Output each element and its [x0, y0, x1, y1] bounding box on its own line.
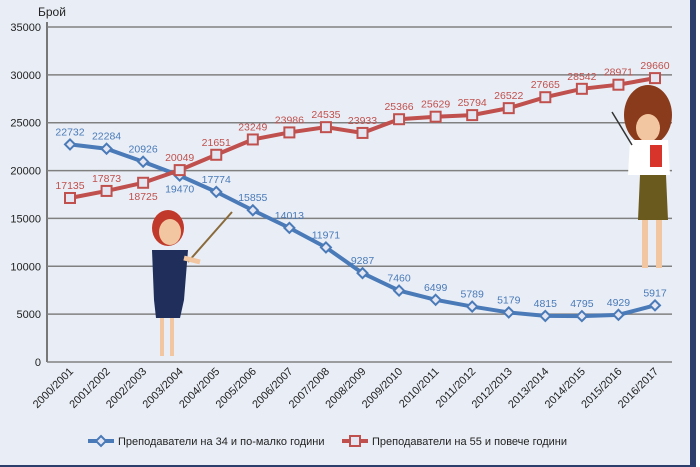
data-label: 25629 [421, 99, 450, 111]
data-point [466, 109, 479, 122]
data-point [575, 309, 589, 323]
data-point [356, 126, 369, 139]
data-label: 21651 [202, 137, 231, 149]
data-point [393, 113, 406, 126]
legend-label: Преподаватели на 55 и повече години [372, 436, 567, 448]
y-tick-label: 20000 [10, 166, 41, 178]
data-point [173, 164, 186, 177]
data-label: 25366 [384, 101, 413, 113]
data-point [210, 148, 223, 161]
data-label: 17774 [202, 174, 231, 186]
data-label: 6499 [424, 282, 448, 294]
data-label: 4815 [534, 298, 558, 310]
data-point [502, 102, 515, 115]
data-label: 28542 [567, 71, 596, 83]
data-point [136, 155, 150, 169]
data-label: 4795 [570, 298, 594, 310]
data-point [538, 309, 552, 323]
data-point [137, 176, 150, 189]
data-label: 9287 [351, 255, 375, 267]
data-point [100, 184, 113, 197]
data-point [502, 306, 516, 319]
data-label: 17135 [55, 180, 84, 192]
data-point [575, 82, 588, 95]
data-point [209, 185, 223, 199]
data-label: 14013 [275, 210, 304, 222]
y-axis-label: Брой [38, 5, 66, 19]
data-label: 23933 [348, 115, 377, 127]
data-label: 27665 [531, 79, 560, 91]
y-tick-label: 0 [35, 357, 41, 369]
data-label: 20926 [129, 144, 158, 156]
legend-item: Преподаватели на 55 и повече години [342, 435, 567, 448]
data-point [648, 298, 662, 312]
data-point [319, 121, 332, 134]
data-label: 5179 [497, 294, 521, 306]
data-point [429, 293, 443, 307]
data-label: 22284 [92, 131, 121, 143]
y-tick-label: 35000 [10, 22, 41, 34]
legend-label: Преподаватели на 34 и по-малко години [118, 436, 325, 448]
data-point [612, 78, 625, 91]
y-tick-label: 15000 [10, 213, 41, 225]
series-old: 17135 17873 18725 20049 21651 23249 23986 24535… [55, 60, 670, 204]
legend-marker [349, 435, 361, 447]
data-point [356, 266, 369, 280]
data-point [649, 72, 661, 85]
y-tick-label: 30000 [10, 70, 41, 82]
data-label: 24535 [311, 109, 340, 121]
data-label: 26522 [494, 90, 523, 102]
data-point [246, 203, 260, 217]
data-point [100, 142, 113, 156]
y-tick-label: 25000 [10, 118, 41, 130]
data-point [63, 138, 77, 151]
data-label: 17873 [92, 173, 121, 185]
data-point [612, 308, 625, 322]
data-label: 23249 [238, 121, 267, 133]
data-point [319, 241, 333, 254]
data-label: 19470 [165, 184, 194, 196]
data-label: 29660 [640, 60, 669, 72]
data-label: 5917 [643, 287, 667, 299]
data-label: 18725 [129, 191, 158, 203]
data-label: 5789 [461, 289, 485, 301]
data-point [283, 126, 296, 139]
teacher-illustration-left [152, 210, 233, 356]
data-label: 25794 [458, 97, 487, 109]
data-label: 22732 [55, 126, 84, 138]
series-young: 22732 22284 20926 19470 17774 15855 14013 11971… [55, 126, 667, 323]
data-point [282, 221, 296, 235]
data-label: 15855 [238, 192, 267, 204]
data-point [465, 300, 479, 314]
y-tick-label: 5000 [17, 309, 41, 321]
data-point [246, 133, 259, 146]
legend-marker [94, 434, 108, 448]
data-label: 23986 [275, 114, 304, 126]
data-label: 11971 [312, 229, 341, 241]
data-point [429, 110, 442, 123]
teacher-illustration-right [611, 85, 672, 268]
data-label: 28971 [604, 67, 633, 79]
data-label: 20049 [165, 152, 194, 164]
data-point [392, 284, 406, 298]
data-point [539, 91, 552, 104]
legend-item: Преподаватели на 34 и по-малко години [88, 434, 325, 448]
data-point [64, 191, 76, 204]
data-label: 7460 [387, 273, 411, 285]
y-tick-label: 10000 [10, 261, 41, 273]
data-label: 4929 [607, 297, 631, 309]
